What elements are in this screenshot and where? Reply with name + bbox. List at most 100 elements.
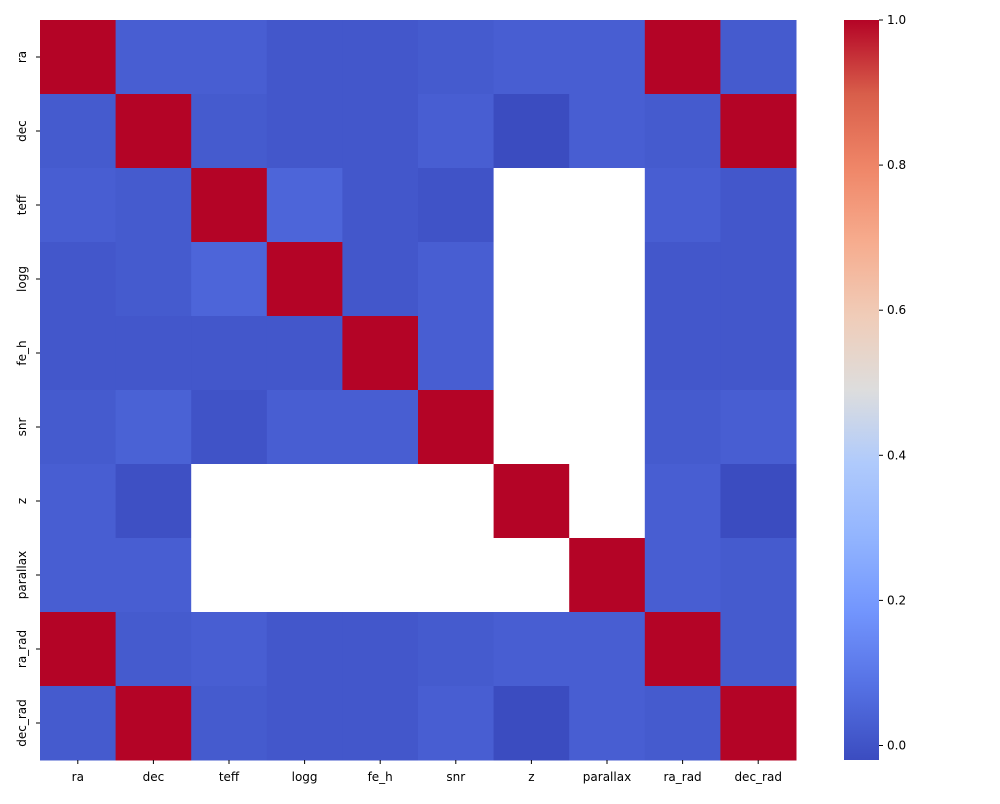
heatmap-cell — [569, 316, 646, 391]
heatmap-cell — [569, 538, 646, 613]
heatmap-cell — [342, 168, 419, 243]
heatmap-cell — [720, 686, 797, 761]
heatmap-cell — [569, 464, 646, 539]
heatmap-cell — [342, 464, 419, 539]
heatmap-cell — [720, 316, 797, 391]
heatmap-cell — [720, 390, 797, 465]
heatmap-cell — [720, 94, 797, 169]
heatmap-cell — [418, 464, 495, 539]
heatmap-cell — [342, 94, 419, 169]
heatmap-cell — [40, 686, 117, 761]
heatmap-cell — [418, 168, 495, 243]
x-tick-label: ra_rad — [663, 770, 701, 784]
heatmap-cell — [266, 94, 343, 169]
heatmap-cell — [191, 390, 268, 465]
heatmap-cell — [493, 612, 570, 687]
heatmap-cell — [493, 316, 570, 391]
heatmap-cell — [40, 20, 117, 95]
heatmap-cell — [644, 242, 721, 317]
heatmap-cell — [569, 94, 646, 169]
heatmap-cell — [342, 686, 419, 761]
heatmap-cell — [266, 538, 343, 613]
heatmap-cell — [266, 168, 343, 243]
heatmap-cell — [266, 464, 343, 539]
heatmap-cell — [720, 538, 797, 613]
heatmap-cell — [266, 390, 343, 465]
y-tick-label: parallax — [15, 551, 29, 599]
heatmap-cell — [342, 612, 419, 687]
heatmap-cell — [342, 538, 419, 613]
heatmap-cell — [115, 20, 192, 95]
x-tick-label: teff — [219, 770, 240, 784]
heatmap-cell — [40, 316, 117, 391]
heatmap-cell — [191, 242, 268, 317]
y-tick-label: dec_rad — [15, 699, 29, 747]
heatmap-cell — [115, 612, 192, 687]
colorbar-tick-label: 0.2 — [887, 593, 906, 607]
colorbar-tick-label: 0.6 — [887, 303, 906, 317]
colorbar — [844, 20, 879, 760]
heatmap-cell — [266, 242, 343, 317]
x-tick-label: snr — [446, 770, 465, 784]
heatmap-cell — [418, 316, 495, 391]
x-tick-label: dec_rad — [734, 770, 782, 784]
heatmap-cell — [40, 242, 117, 317]
heatmap-cells — [40, 20, 797, 761]
x-tick-label: logg — [292, 770, 318, 784]
heatmap-cell — [191, 94, 268, 169]
heatmap-cell — [191, 168, 268, 243]
heatmap-cell — [115, 94, 192, 169]
heatmap-cell — [569, 242, 646, 317]
heatmap-cell — [418, 94, 495, 169]
heatmap-cell — [569, 686, 646, 761]
y-tick-label: z — [15, 498, 29, 504]
heatmap-cell — [644, 168, 721, 243]
heatmap-cell — [569, 20, 646, 95]
heatmap-cell — [191, 686, 268, 761]
heatmap-cell — [720, 612, 797, 687]
heatmap-cell — [266, 20, 343, 95]
heatmap-cell — [493, 390, 570, 465]
heatmap-cell — [644, 612, 721, 687]
y-tick-label: dec — [15, 120, 29, 142]
heatmap-cell — [266, 612, 343, 687]
heatmap-cell — [191, 20, 268, 95]
heatmap-cell — [493, 94, 570, 169]
y-tick-label: ra — [15, 51, 29, 63]
heatmap-cell — [115, 316, 192, 391]
heatmap-cell — [266, 686, 343, 761]
heatmap-cell — [644, 20, 721, 95]
x-tick-label: ra — [72, 770, 84, 784]
heatmap-cell — [418, 538, 495, 613]
heatmap-cell — [115, 390, 192, 465]
y-tick-label: snr — [15, 418, 29, 437]
x-tick-label: parallax — [583, 770, 631, 784]
heatmap-cell — [40, 464, 117, 539]
heatmap-cell — [342, 390, 419, 465]
heatmap-cell — [191, 538, 268, 613]
heatmap-cell — [569, 168, 646, 243]
heatmap-cell — [493, 686, 570, 761]
colorbar-ticks: 0.0 0.2 0.4 0.6 0.8 1.0 — [879, 13, 906, 752]
heatmap-cell — [418, 20, 495, 95]
heatmap-cell — [720, 242, 797, 317]
heatmap-cell — [644, 686, 721, 761]
heatmap-cell — [644, 94, 721, 169]
heatmap-cell — [644, 538, 721, 613]
heatmap-cell — [493, 464, 570, 539]
heatmap-cell — [493, 168, 570, 243]
heatmap-cell — [40, 94, 117, 169]
heatmap-cell — [644, 316, 721, 391]
y-tick-label: fe_h — [15, 340, 29, 365]
y-tick-label: logg — [15, 266, 29, 292]
heatmap-cell — [40, 168, 117, 243]
heatmap-cell — [191, 316, 268, 391]
heatmap-cell — [418, 612, 495, 687]
heatmap-cell — [720, 20, 797, 95]
heatmap-cell — [40, 538, 117, 613]
heatmap-cell — [418, 390, 495, 465]
heatmap-cell — [266, 316, 343, 391]
